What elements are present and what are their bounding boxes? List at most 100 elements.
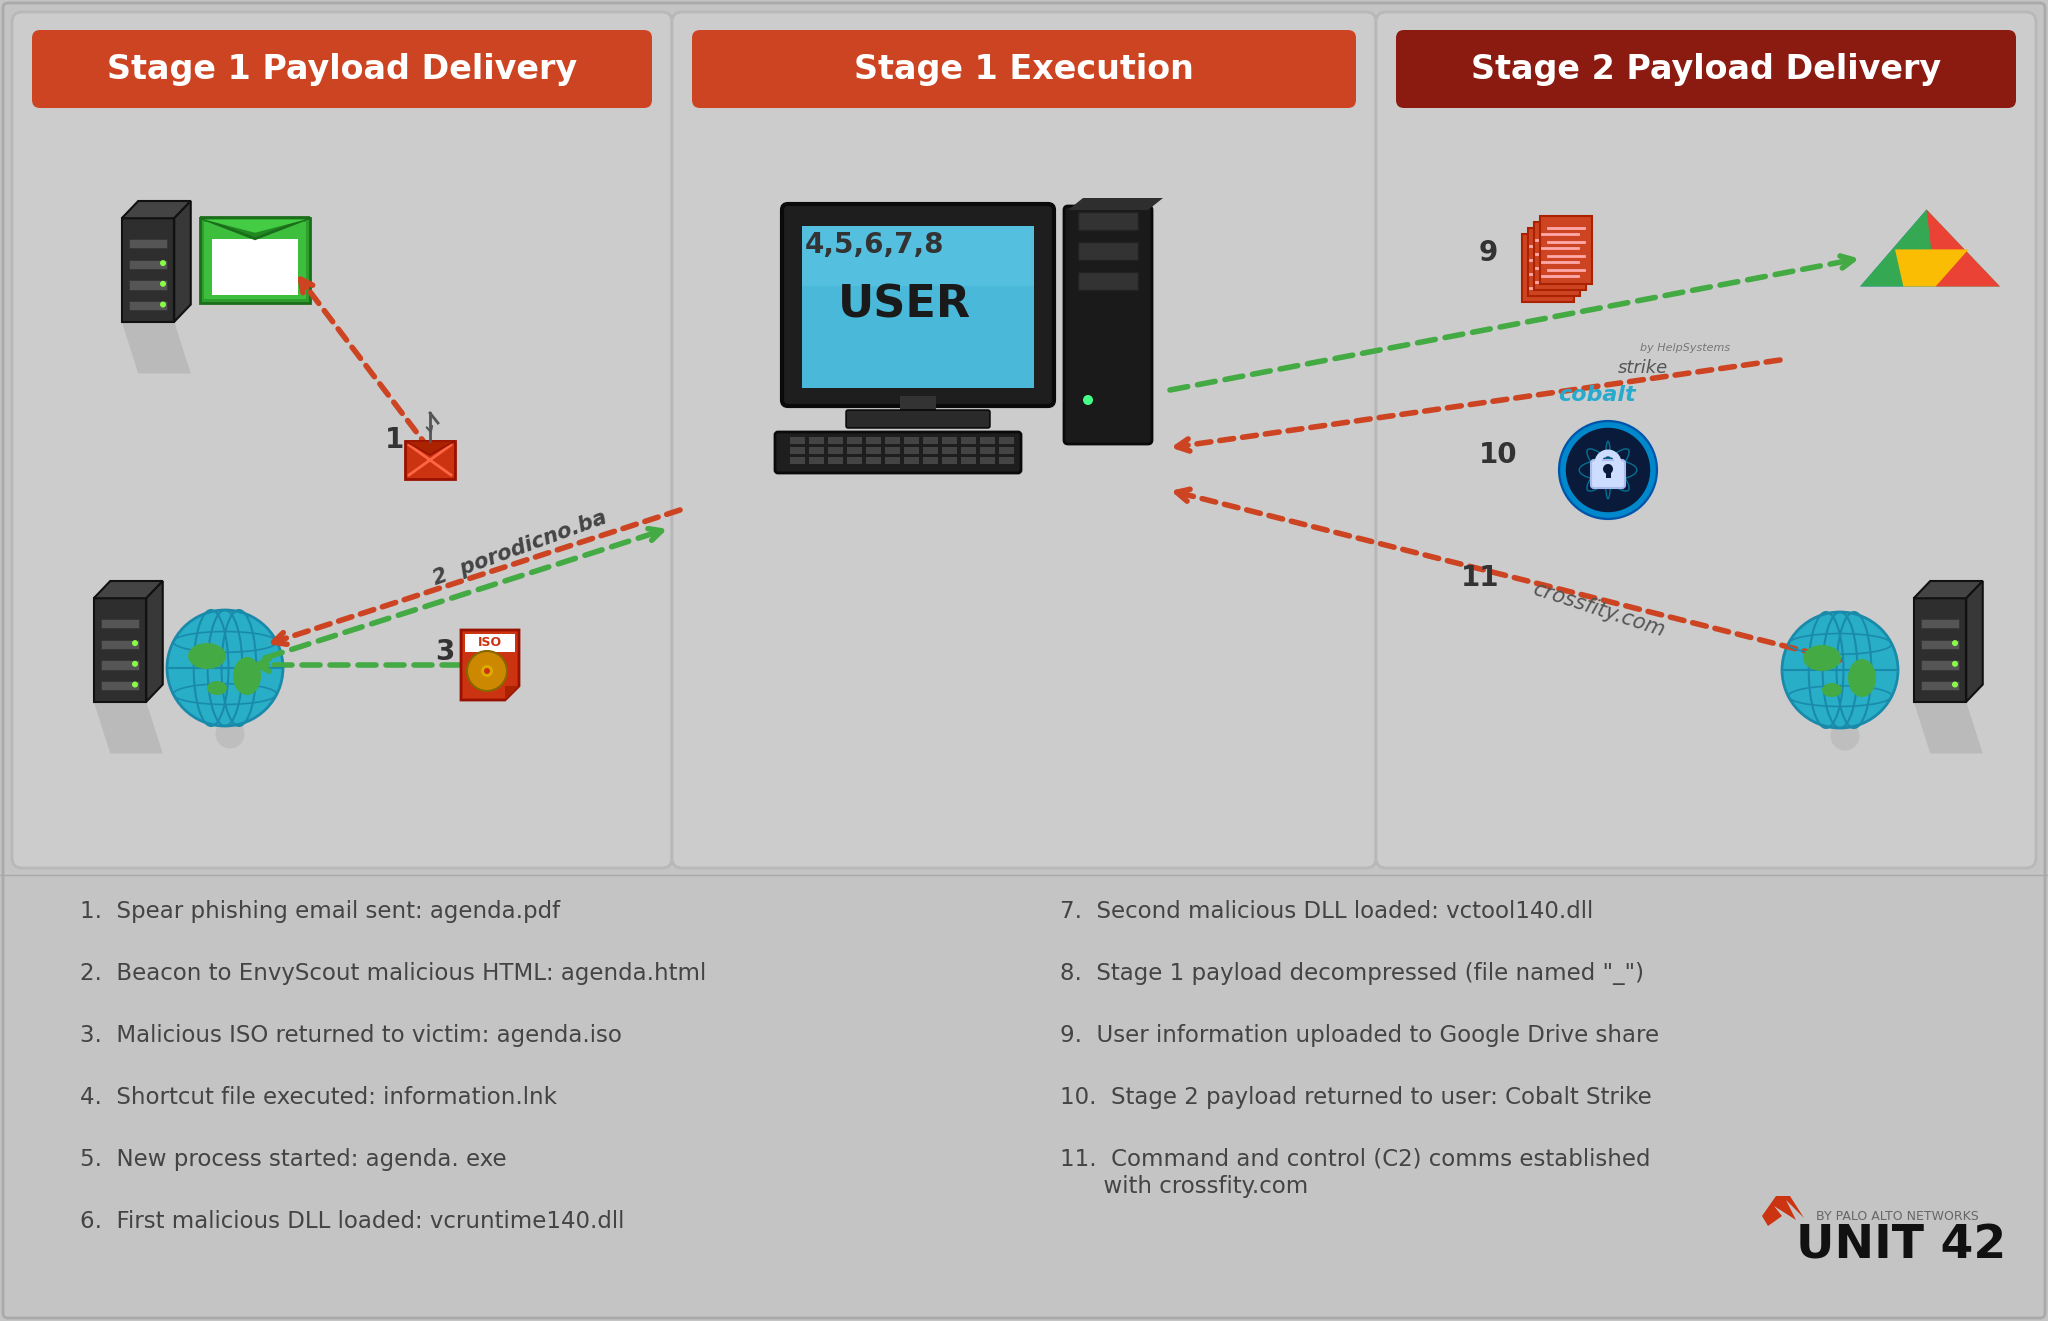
Bar (999, 446, 1014, 454)
Polygon shape (1966, 581, 1982, 701)
Bar (961, 457, 977, 464)
Bar (848, 457, 862, 464)
Circle shape (467, 651, 508, 691)
Bar (885, 437, 899, 444)
Text: ISO: ISO (477, 637, 502, 650)
Bar (903, 446, 920, 454)
Text: USER: USER (838, 284, 971, 326)
Bar (100, 682, 139, 691)
Bar (924, 446, 938, 454)
Text: 2.  Beacon to EnvyScout malicious HTML: agenda.html: 2. Beacon to EnvyScout malicious HTML: a… (80, 962, 707, 985)
Bar (1921, 620, 1958, 629)
Polygon shape (1860, 210, 1935, 287)
Text: 1: 1 (385, 425, 406, 454)
Circle shape (131, 641, 137, 646)
Circle shape (131, 682, 137, 687)
Bar (129, 280, 166, 289)
Circle shape (215, 720, 244, 749)
Polygon shape (1534, 222, 1585, 291)
Bar (961, 437, 977, 444)
Bar (827, 446, 844, 454)
FancyBboxPatch shape (1591, 460, 1624, 487)
Bar (100, 660, 139, 670)
Polygon shape (94, 701, 162, 753)
Text: 8.  Stage 1 payload decompressed (file named "_"): 8. Stage 1 payload decompressed (file na… (1061, 962, 1645, 985)
FancyBboxPatch shape (1397, 30, 2015, 108)
FancyBboxPatch shape (33, 30, 651, 108)
Bar (129, 260, 166, 269)
Bar (1077, 242, 1139, 260)
Circle shape (160, 281, 166, 287)
Text: 9.  User information uploaded to Google Drive share: 9. User information uploaded to Google D… (1061, 1024, 1659, 1048)
Bar (924, 437, 938, 444)
Bar (129, 301, 166, 310)
Polygon shape (406, 441, 455, 480)
Text: 10: 10 (1479, 441, 1518, 469)
Bar (791, 437, 805, 444)
Bar (791, 457, 805, 464)
Circle shape (1561, 421, 1657, 518)
Bar (942, 457, 956, 464)
Bar (809, 437, 823, 444)
Circle shape (1952, 641, 1958, 646)
Polygon shape (201, 218, 309, 239)
Bar (791, 446, 805, 454)
Circle shape (131, 660, 137, 667)
Polygon shape (1894, 250, 1968, 287)
Bar (827, 437, 844, 444)
Polygon shape (94, 598, 145, 701)
Polygon shape (506, 686, 518, 700)
Bar (942, 446, 956, 454)
Text: Stage 2 Payload Delivery: Stage 2 Payload Delivery (1470, 53, 1942, 86)
Ellipse shape (1823, 683, 1841, 697)
Bar (809, 446, 823, 454)
Text: 1.  Spear phishing email sent: agenda.pdf: 1. Spear phishing email sent: agenda.pdf (80, 900, 559, 923)
FancyBboxPatch shape (1065, 206, 1151, 444)
Polygon shape (174, 201, 190, 322)
Bar (1077, 272, 1139, 291)
Circle shape (160, 260, 166, 266)
Bar (903, 457, 920, 464)
Bar (1921, 639, 1958, 649)
Polygon shape (1913, 581, 1982, 598)
Polygon shape (1528, 229, 1579, 296)
Polygon shape (121, 322, 190, 374)
Ellipse shape (207, 682, 227, 695)
Bar (129, 239, 166, 248)
Circle shape (1083, 395, 1094, 406)
Text: 11.  Command and control (C2) comms established
      with crossfity.com: 11. Command and control (C2) comms estab… (1061, 1148, 1651, 1198)
Text: crossfity.com: crossfity.com (1530, 579, 1667, 641)
Bar (924, 457, 938, 464)
Polygon shape (803, 226, 1034, 287)
Polygon shape (94, 581, 162, 598)
Text: 7.  Second malicious DLL loaded: vctool140.dll: 7. Second malicious DLL loaded: vctool14… (1061, 900, 1593, 923)
FancyBboxPatch shape (782, 203, 1055, 406)
Polygon shape (1927, 210, 2001, 287)
Circle shape (160, 301, 166, 308)
Polygon shape (1761, 1196, 1804, 1226)
FancyBboxPatch shape (692, 30, 1356, 108)
FancyBboxPatch shape (12, 12, 672, 868)
Polygon shape (1913, 701, 1982, 753)
Bar (465, 634, 514, 653)
Text: strike: strike (1618, 359, 1669, 376)
Polygon shape (1913, 598, 1966, 701)
Circle shape (168, 610, 283, 727)
Bar (999, 437, 1014, 444)
Ellipse shape (1847, 659, 1876, 697)
Text: Stage 1 Execution: Stage 1 Execution (854, 53, 1194, 86)
Text: 11: 11 (1460, 564, 1499, 592)
Polygon shape (1522, 234, 1575, 303)
Bar (809, 457, 823, 464)
Text: UNIT 42: UNIT 42 (1796, 1223, 2007, 1268)
Text: cobalt: cobalt (1559, 384, 1636, 406)
Bar (866, 446, 881, 454)
Bar (903, 437, 920, 444)
Polygon shape (121, 218, 174, 322)
Text: 10.  Stage 2 payload returned to user: Cobalt Strike: 10. Stage 2 payload returned to user: Co… (1061, 1086, 1653, 1110)
Bar (866, 457, 881, 464)
Text: Stage 1 Payload Delivery: Stage 1 Payload Delivery (106, 53, 578, 86)
Text: by HelpSystems: by HelpSystems (1640, 343, 1731, 353)
Polygon shape (213, 239, 299, 295)
Bar (885, 457, 899, 464)
